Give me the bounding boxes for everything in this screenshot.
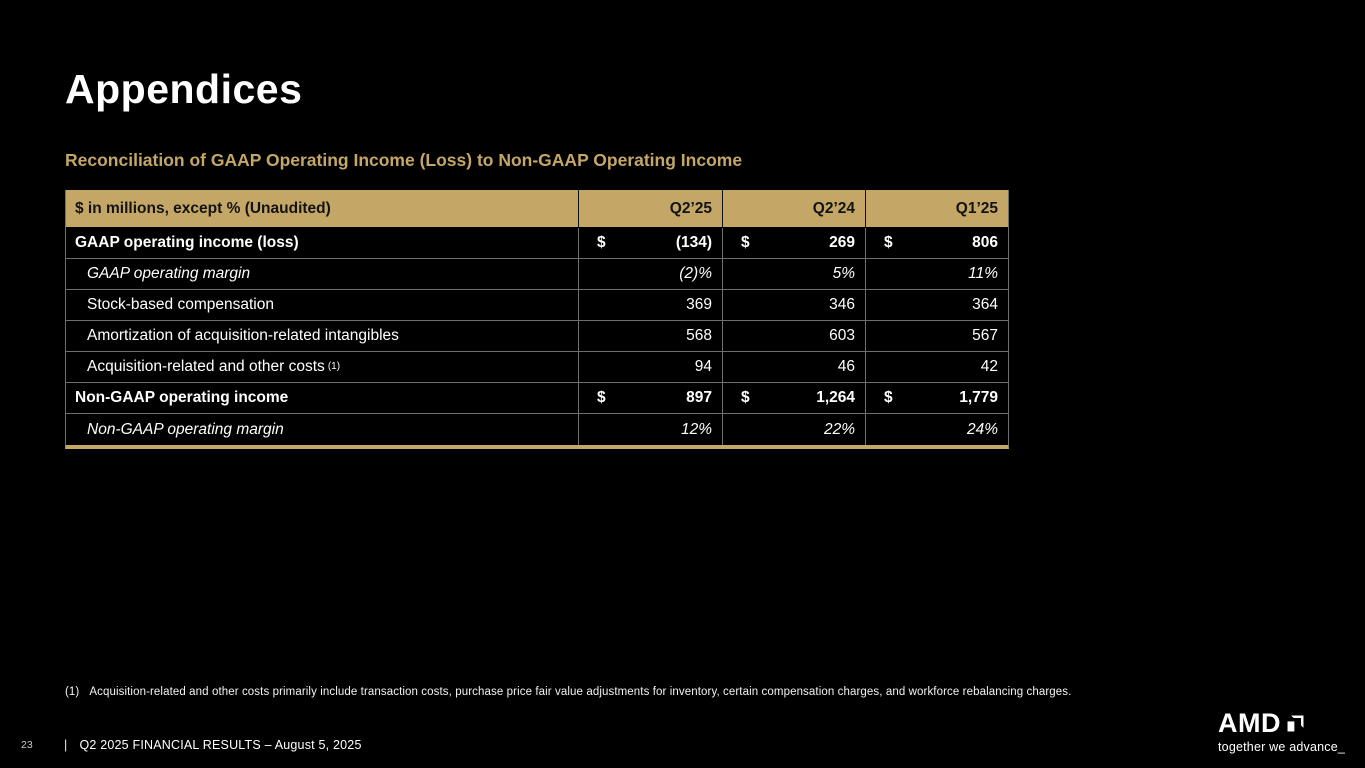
table-row-non-gaap-operating-income: Non-GAAP operating income $897 $1,264 $1… — [66, 383, 1008, 414]
value-number: 346 — [829, 296, 855, 313]
value-number: (2)% — [679, 265, 712, 282]
row-label: Acquisition-related and other costs (1) — [87, 358, 341, 375]
table-header-col-q225: Q2’25 — [578, 190, 722, 227]
row-label-text: Non-GAAP operating income — [75, 389, 289, 406]
row-label-text: GAAP operating income (loss) — [75, 234, 299, 251]
currency-symbol: $ — [741, 389, 750, 406]
row-value: 12% — [578, 414, 722, 445]
row-label-text: Non-GAAP operating margin — [87, 420, 284, 438]
value-number: 364 — [972, 296, 998, 313]
row-value: 364 — [865, 290, 1008, 320]
value-number: (134) — [675, 234, 712, 251]
section-title: Reconciliation of GAAP Operating Income … — [65, 150, 743, 170]
value-number: 94 — [694, 358, 712, 375]
row-value: 5% — [722, 259, 865, 289]
row-value: 94 — [578, 352, 722, 382]
row-label: Non-GAAP operating margin — [66, 414, 578, 445]
row-label-text: Stock-based compensation — [87, 296, 274, 313]
row-label: Non-GAAP operating income — [66, 383, 578, 413]
row-value: 568 — [578, 321, 722, 351]
footer-caption-text: Q2 2025 FINANCIAL RESULTS – August 5, 20… — [79, 738, 362, 752]
value-number: 568 — [686, 327, 712, 344]
amd-wordmark: AMD — [1218, 708, 1281, 738]
amd-arrow-icon — [1287, 715, 1304, 732]
amd-brand-block: AMD together we advance_ — [1218, 710, 1348, 755]
table-row-stock-based-compensation: Stock-based compensation 369 346 364 — [66, 290, 1008, 321]
amd-logo: AMD — [1218, 710, 1348, 737]
value-number: 806 — [972, 234, 998, 251]
value-number: 897 — [686, 389, 712, 406]
row-value: 603 — [722, 321, 865, 351]
row-value: 22% — [722, 414, 865, 445]
row-label: Stock-based compensation — [66, 290, 578, 320]
row-value: 24% — [865, 414, 1008, 445]
currency-symbol: $ — [597, 389, 606, 406]
table-header-row: $ in millions, except % (Unaudited) Q2’2… — [66, 190, 1008, 228]
row-value: 369 — [578, 290, 722, 320]
page-title: Appendices — [65, 66, 303, 112]
row-value: $269 — [722, 228, 865, 258]
value-number: 369 — [686, 296, 712, 313]
row-label: Amortization of acquisition-related inta… — [66, 321, 578, 351]
row-value: $1,264 — [722, 383, 865, 413]
currency-symbol: $ — [884, 234, 893, 251]
reconciliation-table: $ in millions, except % (Unaudited) Q2’2… — [65, 190, 1009, 449]
row-value: $1,779 — [865, 383, 1008, 413]
row-label-text: Amortization of acquisition-related inta… — [87, 327, 399, 344]
row-label-text: Acquisition-related and other costs — [87, 358, 325, 375]
row-label: GAAP operating income (loss) — [66, 228, 578, 258]
page-number: 23 — [21, 739, 33, 751]
row-value: 346 — [722, 290, 865, 320]
table-header-label: $ in millions, except % (Unaudited) — [75, 199, 331, 217]
value-number: 269 — [829, 234, 855, 251]
currency-symbol: $ — [597, 234, 606, 251]
footnote-text: Acquisition-related and other costs prim… — [89, 686, 1072, 698]
currency-symbol: $ — [884, 389, 893, 406]
row-label: GAAP operating margin — [66, 259, 578, 289]
footer-caption: | Q2 2025 FINANCIAL RESULTS – August 5, 2… — [64, 738, 362, 752]
row-value: 11% — [865, 259, 1008, 289]
row-value: 46 — [722, 352, 865, 382]
row-value: $806 — [865, 228, 1008, 258]
value-number: 11% — [968, 265, 998, 282]
amd-tagline: together we advance_ — [1218, 740, 1346, 754]
row-value: (2)% — [578, 259, 722, 289]
table-row-gaap-operating-margin: GAAP operating margin (2)% 5% 11% — [66, 259, 1008, 290]
footnote: (1) Acquisition-related and other costs p… — [65, 686, 1205, 698]
value-number: 5% — [832, 265, 855, 282]
currency-symbol: $ — [741, 234, 750, 251]
value-number: 12% — [680, 420, 712, 438]
table-header-col-q224: Q2’24 — [722, 190, 865, 227]
row-value: $ (134) — [578, 228, 722, 258]
value-number: 42 — [980, 358, 998, 375]
value-number: 24% — [966, 420, 998, 438]
table-row-non-gaap-operating-margin: Non-GAAP operating margin 12% 22% 24% — [66, 414, 1008, 445]
row-value: 42 — [865, 352, 1008, 382]
value-number: 567 — [972, 327, 998, 344]
value-number: 1,779 — [959, 389, 998, 406]
table-row-gaap-operating-income: GAAP operating income (loss) $ (134) $269… — [66, 228, 1008, 259]
table-header-col-q125: Q1’25 — [865, 190, 1008, 227]
footnote-marker: (1) — [65, 686, 80, 698]
row-value: $897 — [578, 383, 722, 413]
footer-separator: | — [64, 738, 68, 752]
value-number: 22% — [823, 420, 855, 438]
table-row-amortization-intangibles: Amortization of acquisition-related inta… — [66, 321, 1008, 352]
row-value: 567 — [865, 321, 1008, 351]
value-number: 1,264 — [816, 389, 855, 406]
row-label-text: GAAP operating margin — [87, 265, 251, 282]
value-number: 603 — [829, 327, 855, 344]
table-row-acquisition-related-costs: Acquisition-related and other costs (1) 9… — [66, 352, 1008, 383]
value-number: 46 — [837, 358, 855, 375]
